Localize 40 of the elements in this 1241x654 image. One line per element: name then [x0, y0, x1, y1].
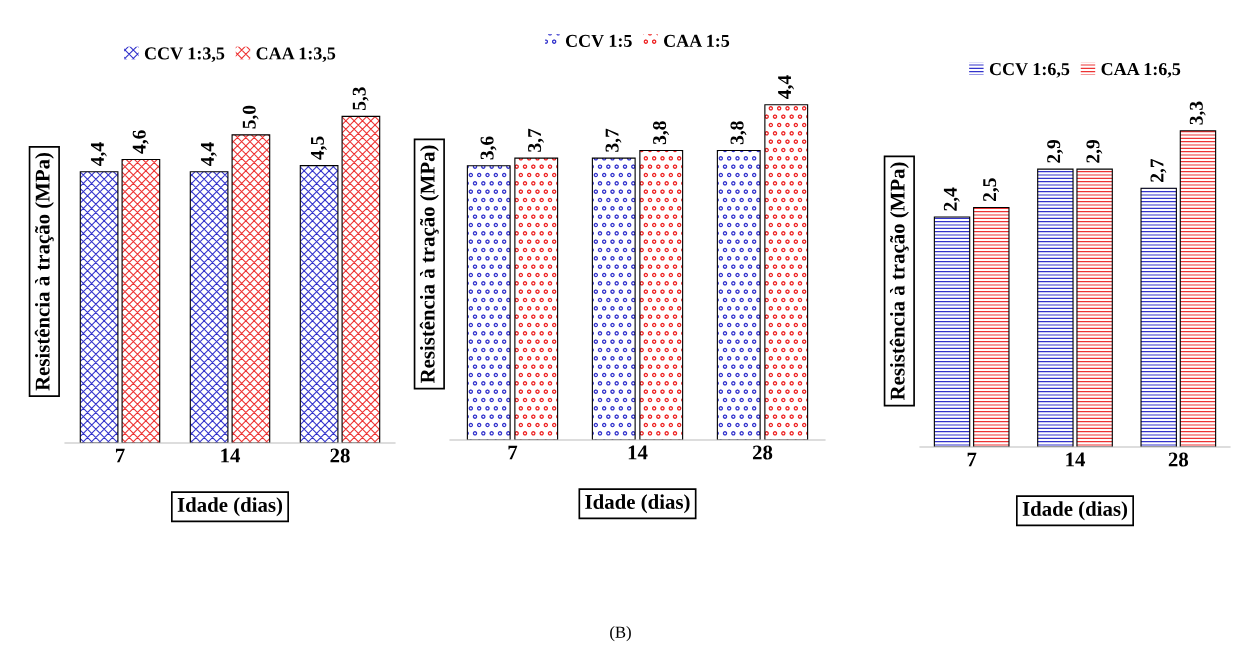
data-label: 4,5	[310, 136, 327, 160]
x-tick-label: 14	[628, 445, 648, 460]
legend-label: CCV 1:6,5	[989, 63, 1070, 78]
data-label: 2,9	[1086, 139, 1103, 163]
x-axis-title: Idade (dias)	[177, 497, 283, 517]
data-label: 2,5	[983, 178, 999, 202]
data-label: 3,7	[528, 128, 544, 152]
data-label: 4,4	[90, 142, 107, 166]
x-tick-label: 7	[508, 445, 518, 460]
x-tick-label: 14	[221, 448, 241, 463]
data-label: 3,8	[730, 121, 747, 145]
data-label: 3,8	[653, 121, 669, 145]
data-label: 2,7	[1150, 158, 1167, 182]
data-label: 3,7	[605, 128, 622, 152]
x-axis-title: Idade (dias)	[585, 494, 690, 514]
legend-label: CCV 1:3,5	[144, 47, 225, 63]
x-tick-label: 14	[1066, 452, 1086, 467]
data-label: 3,3	[1189, 101, 1206, 125]
data-label: 5,0	[242, 105, 259, 129]
data-label: 2,9	[1047, 139, 1064, 163]
data-label: 3,6	[480, 136, 497, 160]
x-tick-label: 28	[752, 445, 773, 460]
legend-label: CAA 1:6,5	[1101, 63, 1181, 78]
x-tick-label: 28	[1168, 452, 1189, 467]
data-label: 5,3	[352, 87, 369, 110]
text: (B)	[610, 626, 631, 642]
data-label: 4,4	[778, 75, 794, 99]
data-label: 4,6	[132, 130, 149, 154]
legend-label: CAA 1:3,5	[256, 47, 336, 63]
x-tick-label: 7	[115, 448, 125, 463]
x-tick-label: 7	[967, 452, 977, 467]
x-tick-label: 28	[330, 448, 350, 463]
y-axis-title: Resistência à tração (MPa)	[34, 152, 54, 391]
y-axis-title: Resistência à tração (MPa)	[889, 162, 909, 401]
legend-label: CCV 1:5	[565, 34, 632, 48]
y-axis-title: Resistência à tração (MPa)	[419, 145, 439, 384]
x-axis-title: Idade (dias)	[1022, 501, 1128, 521]
legend-label: CAA 1:5	[664, 34, 730, 48]
data-label: 4,4	[200, 142, 217, 166]
data-label: 2,4	[943, 187, 960, 211]
